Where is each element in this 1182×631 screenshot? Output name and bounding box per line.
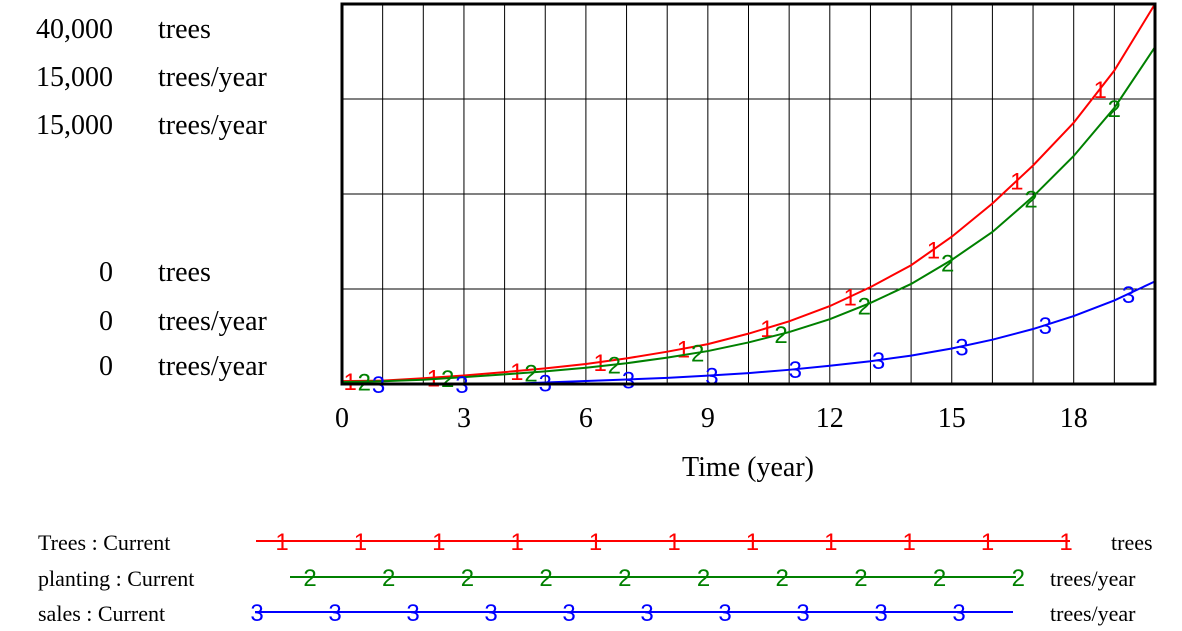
- legend-marker-1: 1: [903, 529, 916, 556]
- series-marker-3: 3: [955, 334, 968, 361]
- legend-marker-2: 2: [697, 565, 710, 592]
- axis1-max-value: 40,000: [36, 14, 113, 45]
- axis3-min-unit: trees/year: [158, 351, 267, 382]
- series-line-1: [341, 3, 1156, 383]
- series-marker-1: 1: [593, 350, 606, 377]
- series-marker-1: 1: [1093, 77, 1106, 104]
- series-marker-3: 3: [622, 367, 635, 394]
- legend-marker-3: 3: [328, 600, 341, 627]
- legend-unit-1: trees: [1111, 530, 1153, 555]
- axis1-min-value: 0: [99, 257, 113, 288]
- axis3-max-value: 15,000: [36, 110, 113, 141]
- series-marker-2: 2: [858, 293, 871, 320]
- series-marker-3: 3: [1122, 282, 1135, 309]
- x-tick-label: 9: [701, 403, 715, 434]
- legend-marker-1: 1: [1059, 529, 1072, 556]
- series-marker-2: 2: [1108, 96, 1121, 123]
- series-marker-1: 1: [927, 238, 940, 265]
- legend-label-2: planting : Current: [38, 566, 194, 591]
- axis2-max-unit: trees/year: [158, 62, 267, 93]
- legend-marker-3: 3: [484, 600, 497, 627]
- grid: [342, 4, 1155, 384]
- series-marker-1: 1: [677, 337, 690, 364]
- legend-unit-3: trees/year: [1050, 601, 1136, 626]
- legend-marker-1: 1: [667, 529, 680, 556]
- legend-marker-2: 2: [776, 565, 789, 592]
- series-marker-3: 3: [789, 357, 802, 384]
- legend-marker-3: 3: [640, 600, 653, 627]
- legend-marker-3: 3: [718, 600, 731, 627]
- axis3-min-value: 0: [99, 351, 113, 382]
- legend-marker-1: 1: [432, 529, 445, 556]
- y-axis-labels: 40,000 trees 15,000 trees/year 15,000 tr…: [36, 14, 267, 382]
- series-marker-3: 3: [1039, 313, 1052, 340]
- legend-marker-2: 2: [382, 565, 395, 592]
- x-tick-label: 0: [335, 403, 349, 434]
- plot-frame: [340, 2, 1157, 386]
- series-marker-1: 1: [843, 285, 856, 312]
- x-tick-label: 12: [816, 403, 844, 434]
- legend-label-1: Trees : Current: [38, 530, 170, 555]
- legend-marker-3: 3: [250, 600, 263, 627]
- legend-marker-2: 2: [539, 565, 552, 592]
- legend-marker-1: 1: [746, 529, 759, 556]
- series-marker-3: 3: [872, 348, 885, 375]
- legend-marker-1: 1: [354, 529, 367, 556]
- axis2-min-value: 0: [99, 306, 113, 337]
- x-tick-labels: 0 3 6 9 12 15 18: [335, 403, 1088, 434]
- axis2-max-value: 15,000: [36, 62, 113, 93]
- legend-unit-2: trees/year: [1050, 566, 1136, 591]
- legend-marker-3: 3: [406, 600, 419, 627]
- legend-marker-3: 3: [796, 600, 809, 627]
- series-line-2: [341, 46, 1156, 383]
- legend-marker-2: 2: [618, 565, 631, 592]
- series-marker-3: 3: [705, 363, 718, 390]
- series-marker-2: 2: [441, 366, 454, 393]
- series-marker-2: 2: [774, 322, 787, 349]
- series-marker-2: 2: [608, 353, 621, 380]
- legend-marker-2: 2: [303, 565, 316, 592]
- legend-marker-1: 1: [824, 529, 837, 556]
- axis2-min-unit: trees/year: [158, 306, 267, 337]
- legend: Trees : Current 1 1 1 1 1 1 1 1 1 1 1 trees planting …: [38, 529, 1153, 627]
- axis1-min-unit: trees: [158, 257, 211, 288]
- legend-marker-2: 2: [933, 565, 946, 592]
- series-marker-2: 2: [691, 341, 704, 368]
- x-axis-label: Time (year): [682, 452, 814, 483]
- series-marker-2: 2: [941, 250, 954, 277]
- legend-marker-3: 3: [952, 600, 965, 627]
- series-marker-2: 2: [1024, 186, 1037, 213]
- legend-marker-1: 1: [511, 529, 524, 556]
- legend-marker-3: 3: [874, 600, 887, 627]
- x-tick-label: 15: [938, 403, 966, 434]
- legend-marker-1: 1: [981, 529, 994, 556]
- axis1-max-unit: trees: [158, 14, 211, 45]
- legend-marker-2: 2: [1012, 565, 1025, 592]
- x-tick-label: 18: [1060, 403, 1088, 434]
- legend-marker-1: 1: [275, 529, 288, 556]
- x-tick-label: 3: [457, 403, 471, 434]
- legend-marker-3: 3: [562, 600, 575, 627]
- legend-marker-2: 2: [461, 565, 474, 592]
- legend-marker-1: 1: [589, 529, 602, 556]
- legend-marker-2: 2: [854, 565, 867, 592]
- legend-label-3: sales : Current: [38, 601, 165, 626]
- axis3-max-unit: trees/year: [158, 110, 267, 141]
- x-tick-label: 6: [579, 403, 593, 434]
- series-marker-2: 2: [524, 360, 537, 387]
- series-marker-1: 1: [1010, 169, 1023, 196]
